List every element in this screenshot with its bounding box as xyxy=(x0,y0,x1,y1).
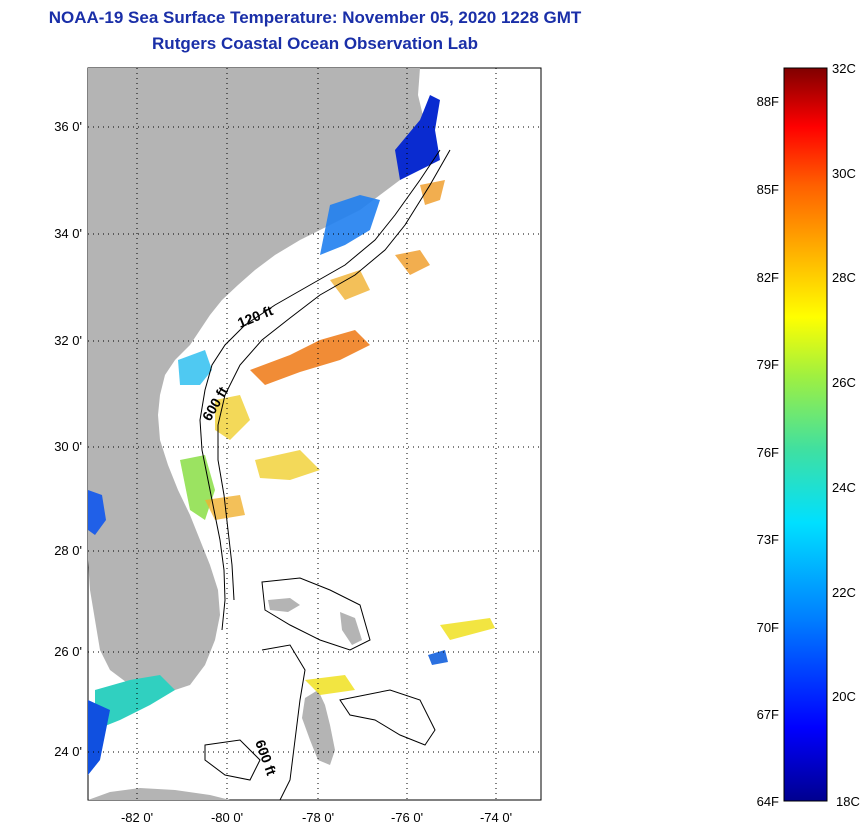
lat-label: 34 0' xyxy=(54,226,82,241)
lat-label: 24 0' xyxy=(54,744,82,759)
colorbar-c-label: 26C xyxy=(832,375,856,390)
sst-fl-west xyxy=(88,490,106,535)
colorbar-f-label: 85F xyxy=(757,182,779,197)
land-andros xyxy=(302,690,335,765)
lon-label: -82 0' xyxy=(121,810,153,825)
contour-bahamas xyxy=(204,577,436,800)
lon-label: -76 0' xyxy=(391,810,423,825)
sst-bahamas-yellow xyxy=(305,618,495,695)
colorbar-f-label: 79F xyxy=(757,357,779,372)
longitude-labels: -82 0' -80 0' -78 0' -76 0' -74 0' xyxy=(121,810,512,825)
sst-fl-bay xyxy=(88,700,110,775)
colorbar-f-label: 82F xyxy=(757,270,779,285)
lat-label: 36 0' xyxy=(54,119,82,134)
sst-fl-keys xyxy=(95,675,175,730)
colorbar-c-label: 24C xyxy=(832,480,856,495)
lat-label: 26 0' xyxy=(54,644,82,659)
contour-600ft xyxy=(217,149,451,601)
map-title: NOAA-19 Sea Surface Temperature: Novembe… xyxy=(48,8,582,27)
colorbar-c-label: 30C xyxy=(832,166,856,181)
sst-ga-coast xyxy=(178,350,212,385)
land-cuba xyxy=(88,788,230,800)
colorbar-f-label: 88F xyxy=(757,94,779,109)
map-subtitle: Rutgers Coastal Ocean Observation Lab xyxy=(152,34,478,53)
colorbar-f-label: 73F xyxy=(757,532,779,547)
sst-gulfstream-2 xyxy=(395,180,445,275)
land-mainland xyxy=(88,68,432,690)
colorbar-f-label: 67F xyxy=(757,707,779,722)
lat-label: 32 0' xyxy=(54,333,82,348)
sst-nc-coast xyxy=(320,195,380,255)
colorbar-f-label: 64F xyxy=(757,794,779,809)
lat-label: 28 0' xyxy=(54,543,82,558)
colorbar xyxy=(783,67,828,802)
colorbar-f-label: 76F xyxy=(757,445,779,460)
land-bahamas-north xyxy=(268,598,362,645)
lat-label: 30 0' xyxy=(54,439,82,454)
colorbar-c-label: 22C xyxy=(832,585,856,600)
sst-nc-sounds xyxy=(395,95,440,180)
colorbar-celsius-labels: 32C 30C 28C 26C 24C 22C 20C 18C xyxy=(832,61,860,809)
colorbar-c-label: 20C xyxy=(832,689,856,704)
colorbar-fahrenheit-labels: 88F 85F 82F 79F 76F 73F 70F 67F 64F xyxy=(757,94,779,809)
graticule xyxy=(88,68,541,800)
colorbar-c-label: 32C xyxy=(832,61,856,76)
sst-offshore-yellow xyxy=(215,395,320,480)
colorbar-c-label: 28C xyxy=(832,270,856,285)
latitude-labels: 36 0' 34 0' 32 0' 30 0' 28 0' 26 0' 24 0… xyxy=(54,119,82,759)
sst-offshore-orange xyxy=(205,270,370,520)
sst-gulfstream-1 xyxy=(250,330,370,385)
colorbar-f-label: 70F xyxy=(757,620,779,635)
lon-label: -78 0' xyxy=(302,810,334,825)
lon-label: -80 0' xyxy=(211,810,243,825)
colorbar-c-label: 18C xyxy=(836,794,860,809)
lon-label: -74 0' xyxy=(480,810,512,825)
sst-bahamas-blue xyxy=(428,650,448,665)
contour-120ft xyxy=(199,149,441,631)
